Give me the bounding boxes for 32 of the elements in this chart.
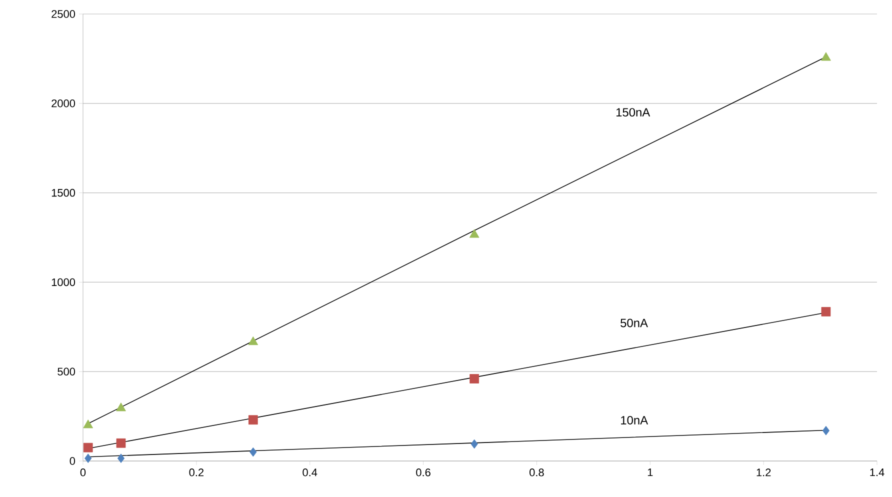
y-tick-label: 500: [58, 368, 76, 376]
point: [821, 52, 831, 61]
point: [470, 374, 480, 384]
series-label: 10nA: [621, 416, 648, 424]
point: [248, 415, 258, 425]
x-tick-label: 1.2: [756, 468, 771, 476]
x-tick-label: 1: [648, 468, 653, 476]
point: [83, 442, 93, 452]
x-tick-label: 0.2: [189, 468, 204, 476]
point: [83, 420, 94, 428]
x-tick-label: 0.8: [530, 468, 544, 476]
point: [116, 402, 126, 412]
y-tick-label: 1500: [52, 188, 76, 197]
point: [469, 229, 480, 238]
point: [117, 454, 125, 463]
text: 150nA: [616, 108, 650, 117]
y-tick-label: 2000: [52, 100, 76, 108]
point: [84, 454, 92, 463]
y-tick-label: 2500: [52, 10, 76, 18]
point: [250, 447, 257, 457]
x-tick-label: 1.4: [870, 468, 884, 476]
point: [248, 336, 258, 346]
x-tick-label: 0.6: [416, 468, 430, 476]
point: [821, 307, 831, 316]
point: [822, 426, 830, 436]
point: [116, 438, 126, 448]
point: [470, 439, 478, 449]
y-tick-label: 1000: [52, 278, 76, 286]
y-tick-label: 0: [70, 457, 76, 465]
x-tick-label: 0.4: [302, 468, 318, 476]
x-tick-label: 0: [80, 468, 86, 476]
series-label: 50nA: [620, 318, 648, 328]
